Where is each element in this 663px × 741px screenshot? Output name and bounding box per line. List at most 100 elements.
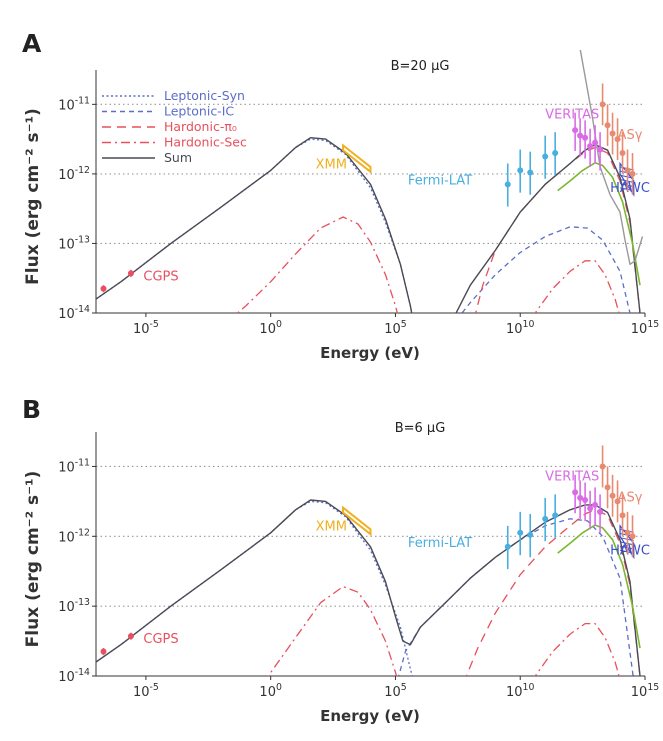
asg-point	[614, 136, 621, 143]
fermi-point	[552, 512, 559, 519]
y-tick-label: 10-12	[58, 527, 90, 545]
x-tick-label: 100	[259, 319, 282, 337]
asg-point	[624, 167, 631, 174]
veritas-point	[592, 501, 599, 508]
veritas-point	[587, 143, 594, 150]
asg-point	[599, 463, 606, 470]
chart-title: B=20 μG	[391, 59, 450, 74]
cgps-point	[127, 270, 134, 277]
asg-label: ASγ	[618, 490, 643, 505]
veritas-point	[582, 134, 589, 141]
y-tick-label: 10-13	[58, 597, 90, 615]
fermi-point	[504, 543, 511, 550]
cgps-label: CGPS	[143, 632, 178, 647]
fermi-points	[504, 494, 559, 570]
fermi-point	[542, 515, 549, 522]
y-axis-title: Flux (erg cm⁻² s⁻¹)	[23, 108, 43, 285]
cgps-point	[100, 285, 107, 292]
x-tick-label: 100	[259, 682, 282, 700]
veritas-point	[597, 508, 604, 515]
cgps-label: CGPS	[143, 269, 178, 284]
y-tick-label: 10-14	[58, 304, 90, 322]
asg-point	[609, 130, 616, 137]
series-hardonic-	[465, 509, 641, 676]
xmm-bowtie	[342, 505, 372, 537]
legend-label: Leptonic-Syn	[164, 88, 245, 103]
series-sum	[96, 137, 413, 313]
veritas-point	[577, 132, 584, 139]
veritas-point	[572, 489, 579, 496]
cgps-points	[100, 269, 134, 293]
asg-point	[614, 498, 621, 505]
chart-panel-b: B 10-11 10-12 10-13 10-14 10-5 100 105 1010 1015 E…	[22, 395, 659, 725]
asg-points	[599, 83, 636, 195]
curves	[96, 50, 644, 313]
x-tick-label: 1015	[631, 319, 659, 337]
fermi-label: Fermi-LAT	[408, 536, 472, 551]
fermi-point	[552, 150, 559, 157]
fermi-point	[517, 167, 524, 174]
asg-label: ASγ	[618, 128, 643, 143]
x-tick-label: 10-5	[133, 319, 159, 337]
veritas-point	[582, 496, 589, 503]
panel-label: B	[22, 395, 41, 424]
series-hardonic-sec	[267, 585, 398, 676]
asg-point	[619, 512, 626, 519]
fermi-point	[527, 169, 534, 176]
hawc-label: HAWC	[610, 181, 650, 196]
fermi-point	[542, 153, 549, 160]
fermi-points	[504, 132, 559, 207]
series-green-model	[557, 162, 641, 286]
legend-label: Hardonic-Sec	[164, 135, 247, 150]
asg-point	[619, 150, 626, 157]
legend: Leptonic-SynLeptonic-ICHardonic-π₀Hardon…	[102, 88, 247, 165]
veritas-point	[587, 505, 594, 512]
xmm-bowtie-shape	[342, 143, 372, 174]
fermi-label: Fermi-LAT	[408, 173, 472, 188]
cgps-points	[100, 632, 134, 656]
veritas-point	[577, 494, 584, 501]
cgps-point	[127, 633, 134, 640]
veritas-label: VERITAS	[545, 469, 599, 484]
asg-point	[609, 492, 616, 499]
x-axis-title: Energy (eV)	[320, 344, 420, 362]
asg-points	[599, 445, 636, 558]
asg-point	[629, 170, 636, 177]
chart-panel-a: A 10-11 10-12 10-13 10-14 10-5 100 105 1010 1015 E…	[22, 29, 659, 362]
hawc-bowtie-outline	[619, 524, 635, 560]
x-tick-label: 105	[384, 682, 407, 700]
series-sum-high-energy-	[455, 144, 641, 313]
panel-label: A	[22, 29, 42, 58]
x-axis-title: Energy (eV)	[320, 707, 420, 725]
xmm-label: XMM	[316, 520, 347, 535]
fermi-point	[527, 531, 534, 538]
y-tick-label: 10-11	[58, 457, 90, 475]
asg-point	[599, 101, 606, 108]
xmm-bowtie	[342, 143, 372, 174]
x-tick-label: 1010	[506, 319, 534, 337]
y-tick-label: 10-12	[58, 165, 90, 183]
veritas-points	[572, 112, 604, 171]
hawc-bowtie-outline	[619, 161, 635, 197]
series-sum	[96, 499, 641, 676]
veritas-point	[592, 139, 599, 146]
x-tick-label: 1015	[631, 682, 659, 700]
x-tick-label: 10-5	[133, 682, 159, 700]
chart-title: B=6 μG	[395, 421, 446, 436]
asg-point	[624, 529, 631, 536]
series-hardonic-sec-tev-	[534, 260, 620, 313]
asg-point	[629, 533, 636, 540]
xmm-bowtie-shape	[342, 505, 372, 537]
y-tick-label: 10-14	[58, 667, 90, 685]
xmm-label: XMM	[316, 157, 347, 172]
veritas-point	[597, 146, 604, 153]
cgps-point	[100, 648, 107, 655]
series-hardonic-sec	[236, 216, 399, 313]
fermi-point	[504, 181, 511, 188]
x-tick-label: 105	[384, 319, 407, 337]
series-leptonic-ic	[461, 226, 631, 313]
asg-point	[604, 484, 611, 491]
x-tick-label: 1010	[506, 682, 534, 700]
curves	[96, 499, 641, 676]
